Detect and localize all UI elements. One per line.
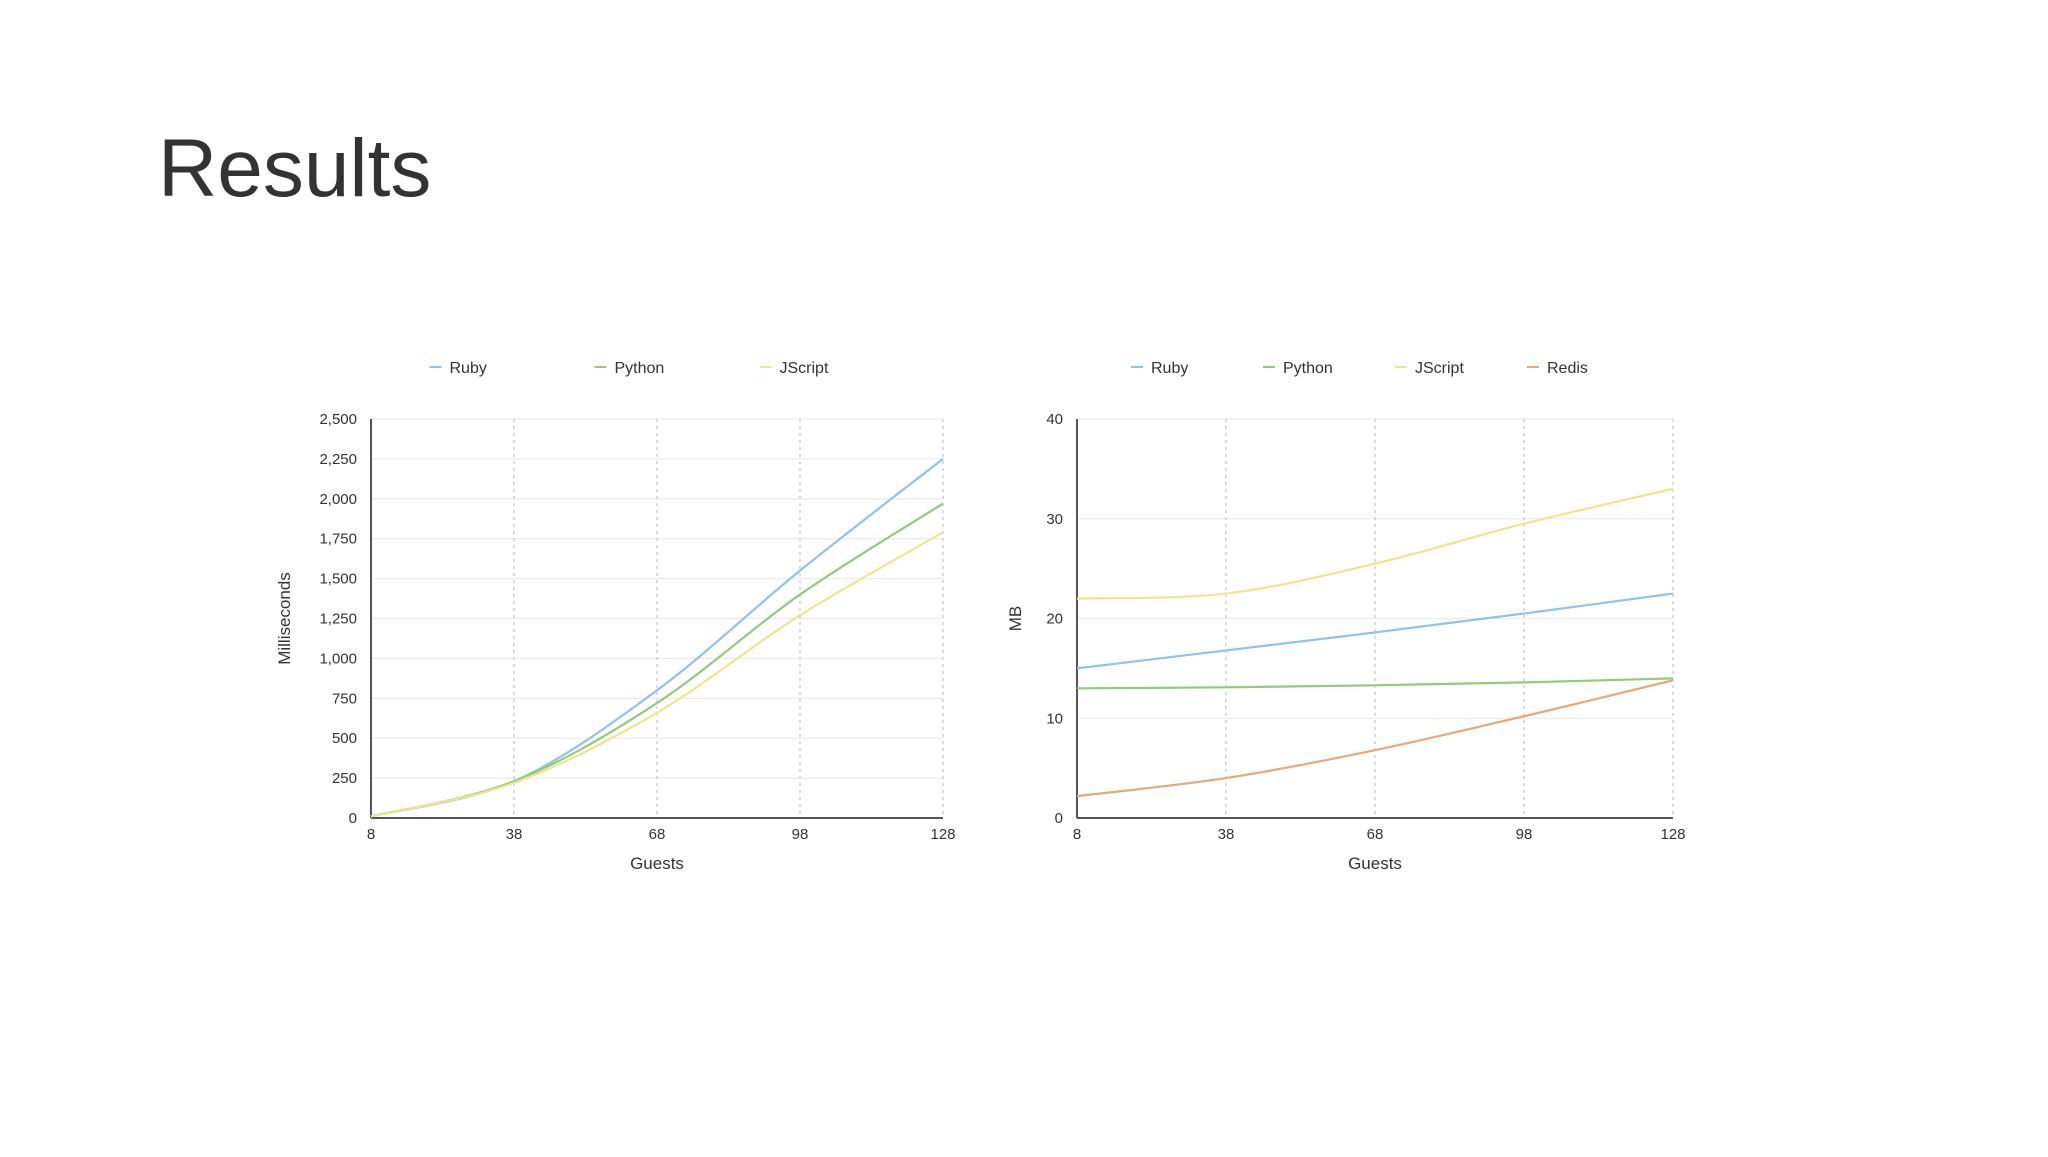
y-tick-label: 20: [1046, 611, 1063, 628]
y-tick-label: 1,250: [319, 611, 357, 628]
legend-label: Ruby: [450, 360, 487, 377]
y-tick-label: 0: [349, 810, 357, 827]
slide-title: Results: [158, 123, 431, 214]
legend-label: JScript: [780, 360, 829, 377]
x-tick-label: 8: [1073, 826, 1081, 843]
y-axis-label: Milliseconds: [275, 572, 294, 665]
y-tick-label: 1,750: [319, 531, 357, 548]
x-tick-label: 98: [792, 826, 809, 843]
y-tick-label: 2,250: [319, 451, 357, 468]
series-line: [1076, 487, 1674, 600]
y-tick-label: 500: [332, 730, 357, 747]
legend-label: Redis: [1547, 360, 1588, 377]
x-tick-label: 38: [506, 826, 523, 843]
x-axis-label: Guests: [1348, 854, 1402, 873]
x-tick-label: 68: [1367, 826, 1384, 843]
y-tick-label: 2,000: [319, 491, 357, 508]
series-line: [370, 531, 944, 818]
x-axis-label: Guests: [630, 854, 684, 873]
y-tick-label: 2,500: [319, 411, 357, 428]
y-tick-label: 1,000: [319, 650, 357, 667]
legend-label: Python: [615, 360, 665, 377]
x-tick-label: 98: [1516, 826, 1533, 843]
x-tick-label: 128: [930, 826, 955, 843]
y-tick-label: 250: [332, 770, 357, 787]
series-line: [1076, 677, 1674, 690]
x-tick-label: 38: [1218, 826, 1235, 843]
y-tick-label: 30: [1046, 511, 1063, 528]
y-tick-label: 40: [1046, 411, 1063, 428]
legend-label: JScript: [1415, 360, 1464, 377]
y-tick-label: 0: [1055, 810, 1063, 827]
x-tick-label: 8: [367, 826, 375, 843]
legend-label: Python: [1283, 360, 1333, 377]
x-tick-label: 128: [1660, 826, 1685, 843]
y-axis-label: MB: [1006, 606, 1025, 632]
series-line: [1076, 679, 1674, 798]
legend-label: Ruby: [1151, 360, 1188, 377]
y-tick-label: 10: [1046, 710, 1063, 727]
y-tick-label: 1,500: [319, 571, 357, 588]
series-line: [1076, 592, 1674, 670]
y-tick-label: 750: [332, 690, 357, 707]
x-tick-label: 68: [649, 826, 666, 843]
